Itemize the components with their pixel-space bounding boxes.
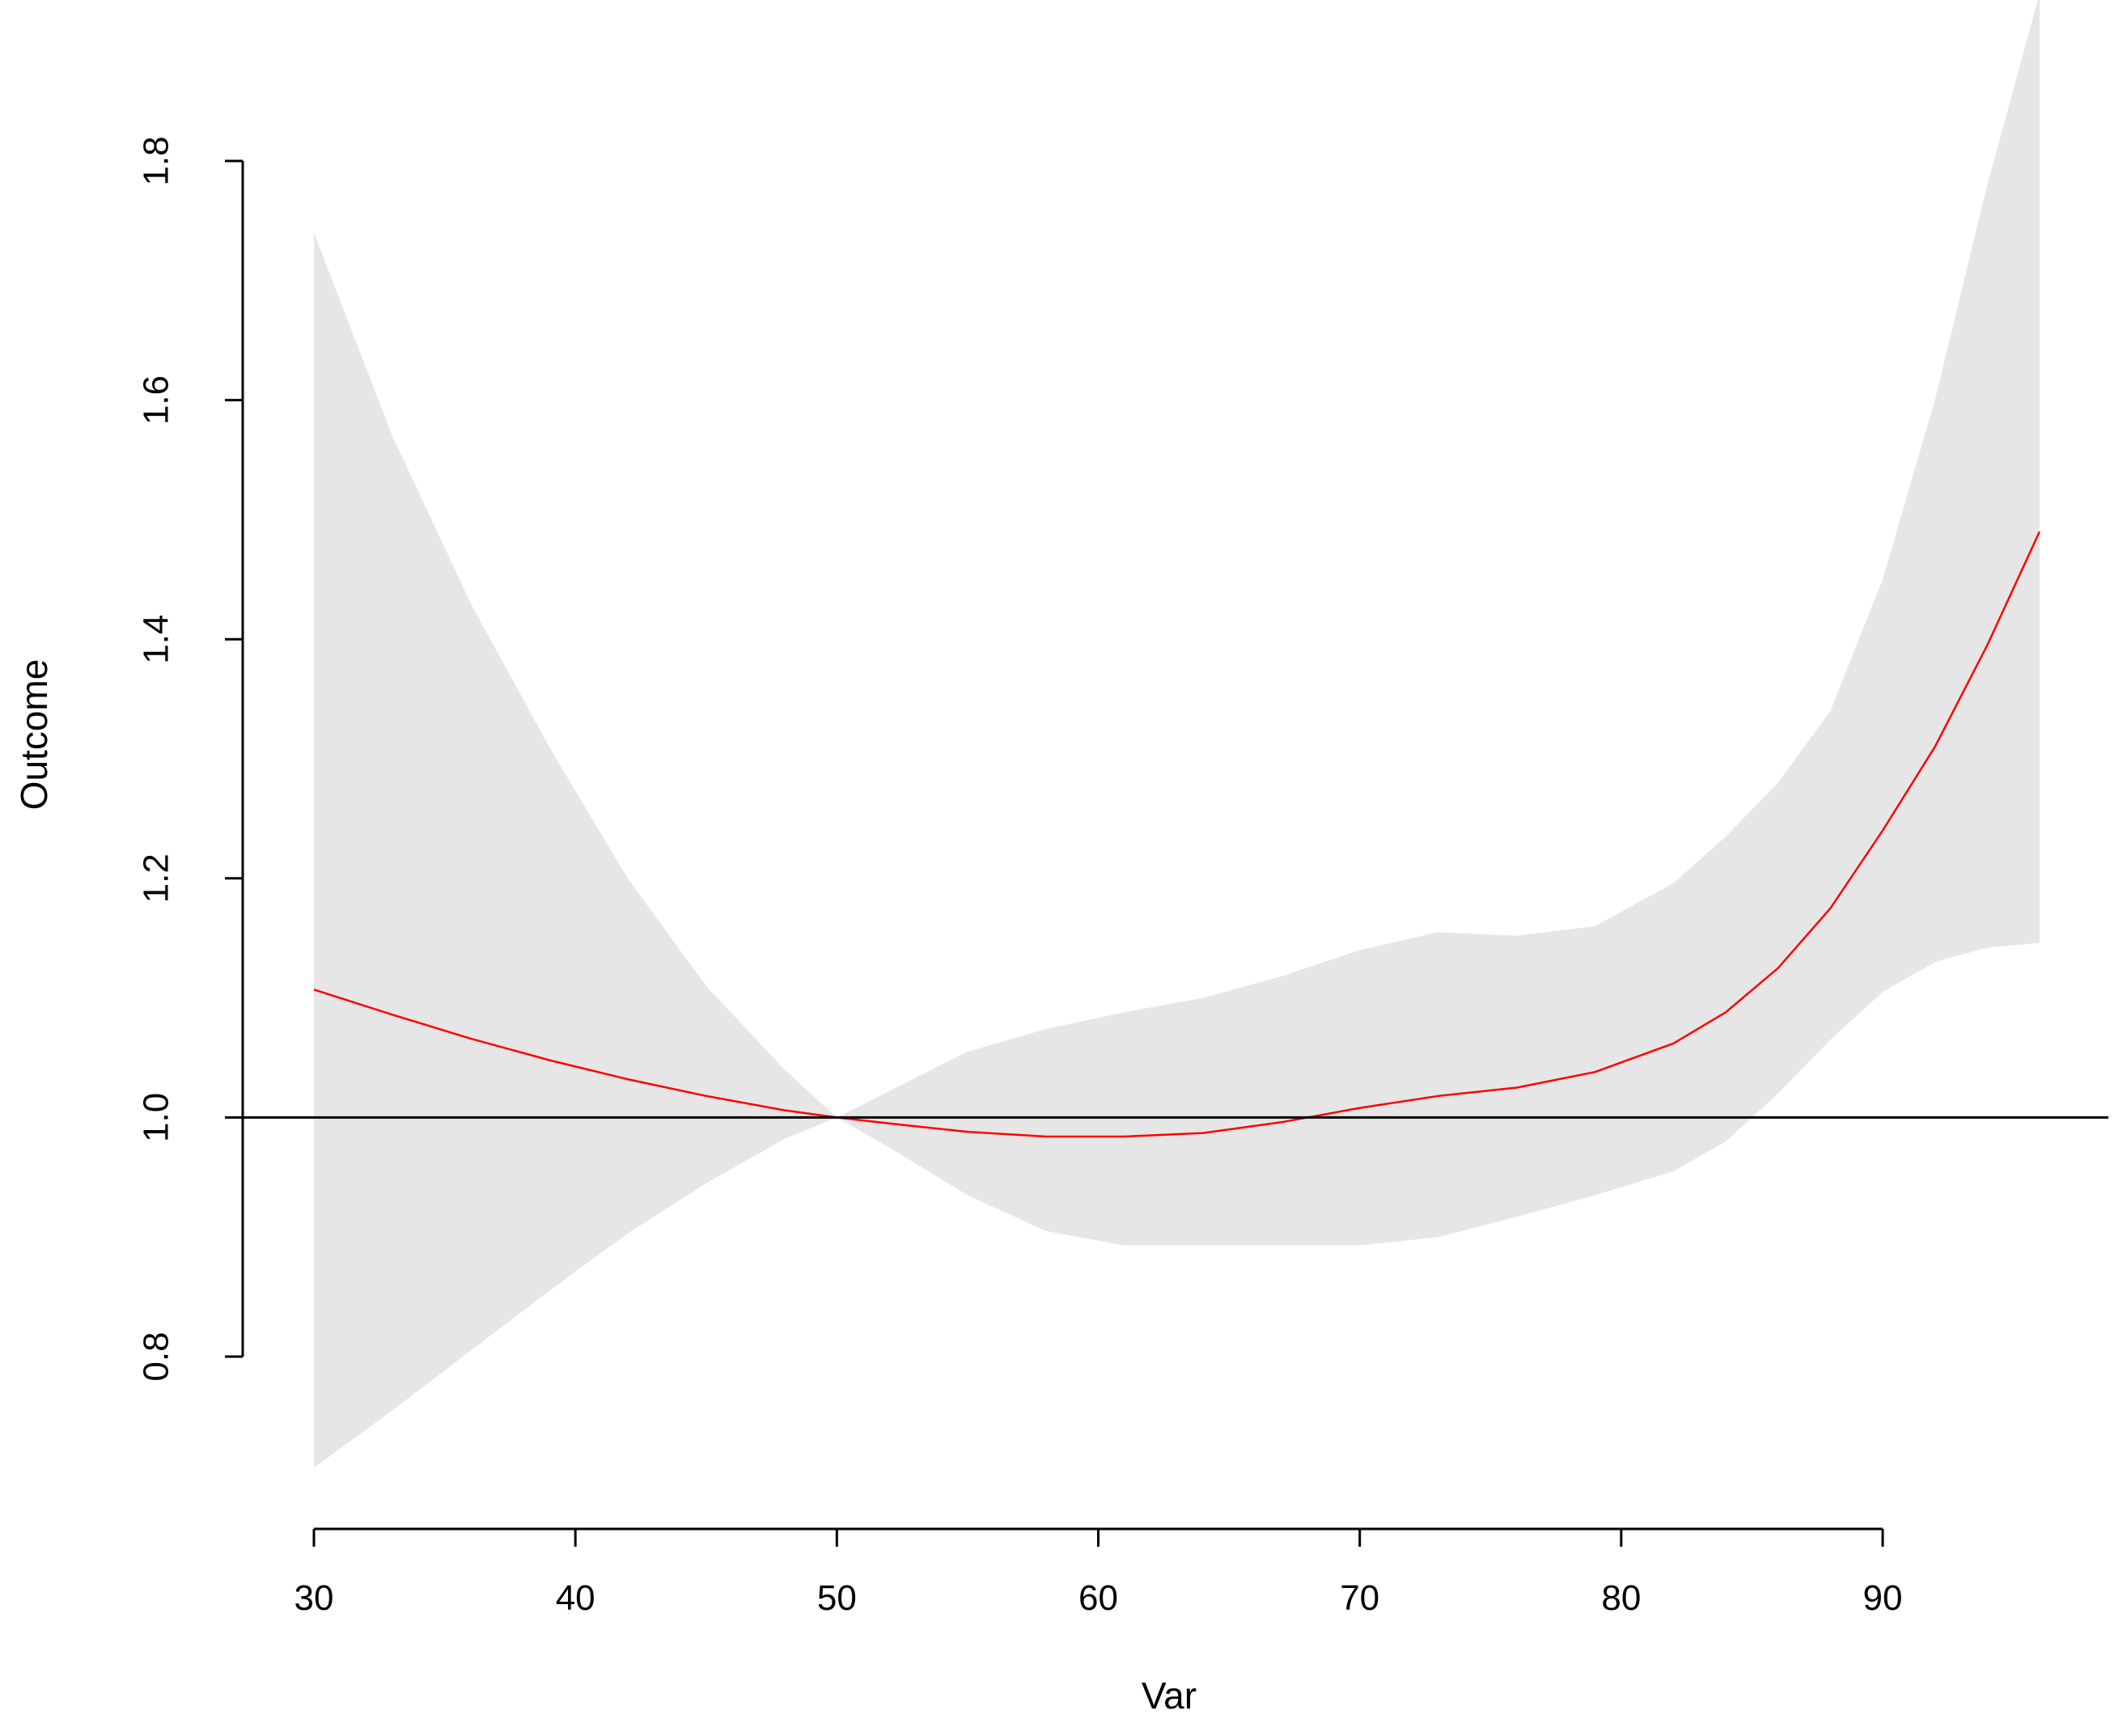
- y-tick-label: 1.8: [136, 136, 176, 185]
- x-tick-label: 30: [294, 1578, 334, 1618]
- y-tick-label: 1.4: [136, 615, 176, 664]
- x-tick-label: 60: [1078, 1578, 1118, 1618]
- axes-layer: 0.8 1.0 1.2 1.4 1.6 1.8 30 40 50 60 70 80 90: [136, 136, 2108, 1618]
- y-tick-label: 1.0: [136, 1093, 176, 1142]
- y-tick-label: 0.8: [136, 1332, 176, 1381]
- y-axis-title: Outcome: [13, 659, 55, 811]
- x-tick-label: 80: [1601, 1578, 1641, 1618]
- y-tick-label: 1.2: [136, 853, 176, 903]
- confidence-band-layer: [314, 0, 2040, 1468]
- x-tick-label: 90: [1863, 1578, 1903, 1618]
- x-axis-title: Var: [1142, 1675, 1197, 1717]
- x-tick-label: 50: [817, 1578, 857, 1618]
- x-tick-label: 70: [1340, 1578, 1379, 1618]
- fitted-line-layer: [313, 531, 2041, 1138]
- fitted-line: [313, 531, 2041, 1138]
- y-tick-label: 1.6: [136, 375, 176, 425]
- x-tick-label: 40: [556, 1578, 595, 1618]
- confidence-band: [314, 0, 2040, 1468]
